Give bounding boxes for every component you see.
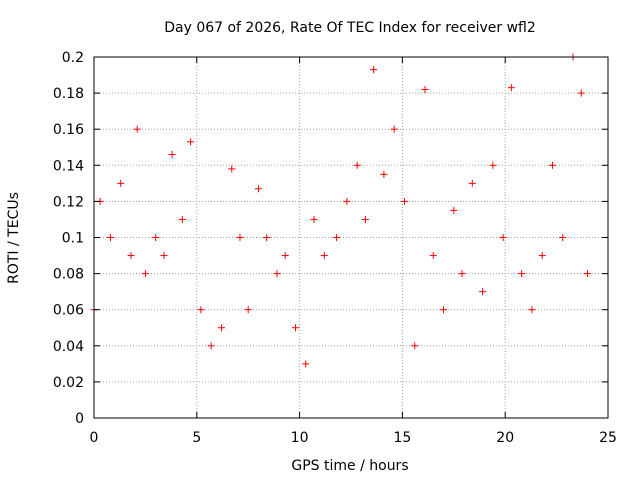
data-point — [244, 306, 252, 314]
data-point — [468, 179, 476, 187]
y-tick-labels: 0 0.02 0.04 0.06 0.08 0.1 0.12 0.14 0.16 0.18 0.2 — [53, 50, 84, 427]
data-point — [429, 252, 437, 260]
data-point — [400, 197, 408, 205]
data-point — [343, 197, 351, 205]
data-point — [178, 215, 186, 223]
y-tick-label: 0.14 — [53, 158, 84, 174]
data-point — [559, 234, 567, 241]
data-point — [421, 85, 429, 93]
data-point — [320, 252, 328, 260]
data-point — [479, 288, 487, 296]
x-tick-label: 25 — [599, 430, 617, 446]
x-tick-label: 10 — [291, 430, 309, 446]
data-point — [133, 125, 141, 133]
data-point — [577, 89, 585, 97]
data-point — [499, 234, 507, 241]
y-tick-label: 0.04 — [53, 339, 84, 355]
data-point — [411, 342, 419, 350]
y-tick-label: 0.1 — [62, 231, 84, 247]
x-tick-label: 15 — [393, 430, 411, 446]
y-tick-label: 0.12 — [53, 194, 84, 210]
data-point — [263, 234, 271, 241]
data-point — [273, 270, 281, 278]
data-point — [390, 125, 398, 133]
x-tick-label: 5 — [192, 430, 201, 446]
data-point — [310, 215, 318, 223]
y-tick-label: 0.02 — [53, 375, 84, 391]
x-tick-label: 20 — [496, 430, 514, 446]
data-point — [302, 360, 310, 368]
data-point — [333, 234, 341, 241]
data-point — [361, 215, 369, 223]
data-point — [152, 234, 160, 241]
y-axis-label: ROTI / TECUs — [6, 192, 22, 284]
data-point — [168, 150, 176, 158]
data-point — [236, 234, 244, 241]
y-tick-label: 0.08 — [53, 267, 84, 283]
data-points — [90, 53, 591, 368]
data-point — [217, 324, 225, 332]
x-tick-labels: 0 5 10 15 20 25 — [90, 430, 617, 446]
chart-title: Day 067 of 2026, Rate Of TEC Index for r… — [164, 20, 536, 36]
data-point — [106, 234, 114, 241]
data-point — [489, 161, 497, 169]
x-axis-label: GPS time / hours — [291, 458, 408, 474]
data-point — [518, 270, 526, 278]
data-point — [117, 179, 125, 187]
data-point — [281, 252, 289, 260]
data-point — [141, 270, 149, 278]
data-point — [207, 342, 215, 350]
data-point — [538, 252, 546, 260]
data-point — [353, 161, 361, 169]
data-point — [458, 270, 466, 278]
data-point — [583, 270, 591, 278]
data-point — [228, 165, 236, 173]
x-tick-label: 0 — [90, 430, 99, 446]
data-point — [380, 170, 388, 178]
data-point — [507, 84, 515, 92]
y-tick-label: 0.06 — [53, 303, 84, 319]
data-point — [160, 252, 168, 260]
y-tick-label: 0 — [75, 411, 84, 427]
data-point — [254, 185, 262, 193]
y-tick-label: 0.2 — [62, 50, 84, 66]
data-point — [197, 306, 205, 314]
data-point — [548, 161, 556, 169]
data-point — [450, 206, 458, 214]
data-point — [291, 324, 299, 332]
data-point — [440, 306, 448, 314]
data-point — [127, 252, 135, 260]
data-point — [187, 138, 195, 146]
data-point — [370, 66, 378, 74]
axis-ticks — [93, 56, 609, 419]
data-point — [528, 306, 536, 314]
y-tick-label: 0.16 — [53, 122, 84, 138]
y-tick-label: 0.18 — [53, 86, 84, 102]
